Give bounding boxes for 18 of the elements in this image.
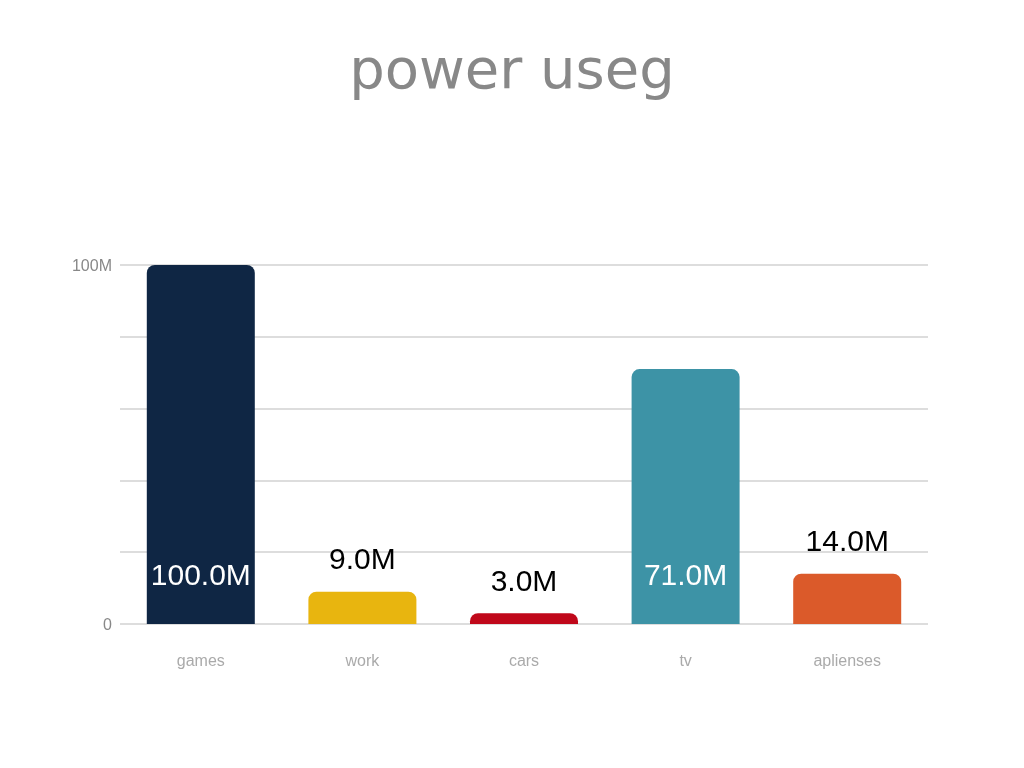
- x-tick-label: aplienses: [813, 651, 881, 669]
- x-tick-label: games: [176, 651, 225, 669]
- bar: [631, 369, 740, 624]
- x-tick-label: cars: [508, 651, 540, 669]
- data-label: 9.0M: [329, 542, 396, 576]
- data-label: 71.0M: [643, 557, 728, 591]
- bar: [308, 591, 417, 624]
- bar: [146, 265, 255, 624]
- data-label: 3.0M: [490, 563, 558, 597]
- bar: [793, 573, 902, 624]
- chart-title: power useg: [349, 35, 675, 101]
- y-tick-label: 100M: [71, 256, 112, 274]
- x-tick-label: work: [344, 651, 381, 669]
- y-tick-label: 0: [103, 615, 113, 633]
- data-label: 14.0M: [805, 524, 889, 558]
- x-tick-label: tv: [679, 651, 692, 669]
- bar: [470, 613, 578, 624]
- data-label: 100.0M: [150, 557, 251, 591]
